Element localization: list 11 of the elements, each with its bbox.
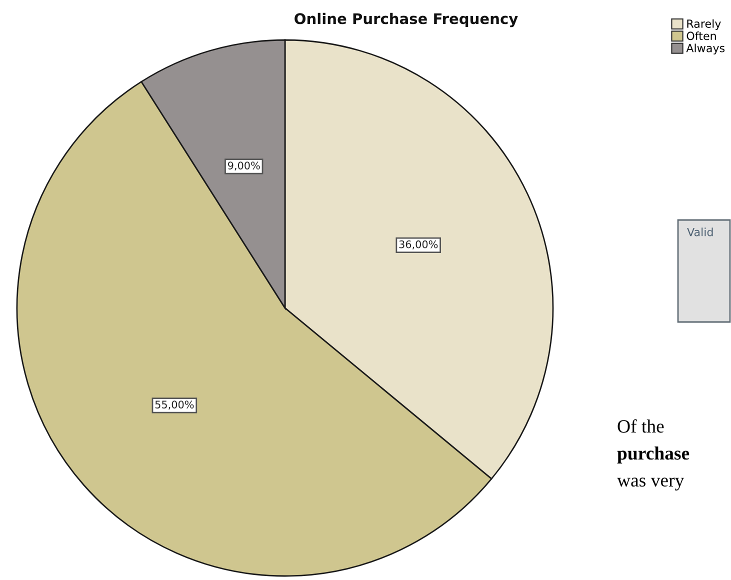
text: was very: [617, 478, 684, 490]
text: purchase: [617, 446, 690, 464]
chart-title: Online Purchase Frequency: [294, 12, 518, 28]
data-label: 55,00%: [155, 400, 194, 410]
text: Of the: [618, 419, 664, 433]
legend-label: Always: [686, 44, 725, 54]
text: Valid: [687, 228, 713, 236]
legend-label: Often: [686, 31, 716, 40]
data-label: 9,00%: [228, 162, 260, 171]
legend-label: Rarely: [687, 19, 721, 30]
data-label: 36,00%: [399, 240, 438, 250]
